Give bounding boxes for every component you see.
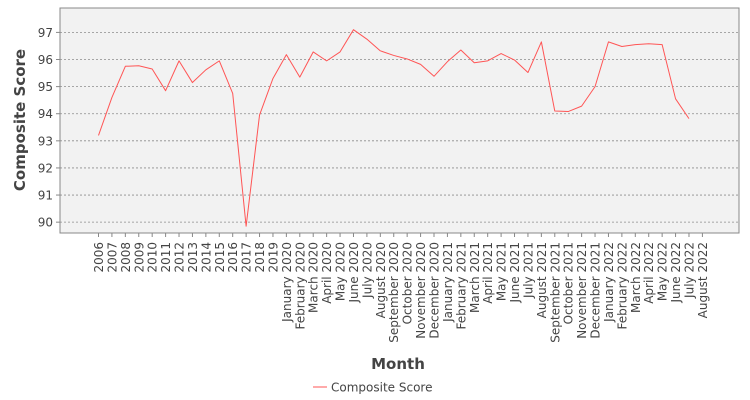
- series-line: [98, 29, 690, 227]
- y-axis-ticks: 90 91 92 93 94 95 96 97: [38, 26, 60, 230]
- x-tick-label: 2010: [146, 242, 160, 273]
- x-tick-label: 2015: [213, 242, 227, 273]
- x-tick-label: 2006: [92, 242, 106, 273]
- x-tick-label: 2014: [199, 242, 213, 273]
- x-tick-label: April 2021: [481, 242, 495, 304]
- y-tick-label: 97: [38, 26, 53, 40]
- x-tick-label: January 2021: [441, 242, 455, 323]
- x-tick-label: 2016: [226, 242, 240, 273]
- x-tick-label: September 2021: [548, 242, 562, 343]
- y-tick-label: 94: [38, 107, 53, 121]
- x-tick-label: 2011: [159, 242, 173, 273]
- y-tick-label: 95: [38, 80, 53, 94]
- x-tick-label: 2009: [132, 242, 146, 273]
- legend-label: Composite Score: [331, 381, 432, 395]
- x-tick-label: August 2020: [374, 242, 388, 318]
- x-tick-label: July 2022: [682, 242, 696, 299]
- legend: Composite Score: [313, 381, 432, 395]
- x-tick-label: 2018: [253, 242, 267, 273]
- x-tick-label: 2019: [266, 242, 280, 273]
- x-tick-label: March 2022: [629, 242, 643, 313]
- x-tick-label: 2012: [173, 242, 187, 273]
- plot-area: [59, 7, 740, 234]
- x-tick-label: June 2022: [669, 242, 683, 304]
- x-tick-label: 2008: [119, 242, 133, 273]
- x-tick-label: May 2021: [495, 242, 509, 301]
- x-tick-label: March 2021: [468, 242, 482, 313]
- x-tick-label: February 2022: [615, 242, 629, 330]
- x-tick-label: May 2020: [334, 242, 348, 301]
- x-tick-label: December 2021: [589, 242, 603, 339]
- x-tick-label: July 2021: [521, 242, 535, 299]
- y-tick-label: 92: [38, 161, 53, 175]
- x-tick-label: 2013: [186, 242, 200, 273]
- x-tick-label: February 2021: [454, 242, 468, 330]
- x-tick-label: December 2020: [428, 242, 442, 339]
- x-tick-label: 2017: [240, 242, 254, 273]
- x-tick-label: June 2020: [347, 242, 361, 304]
- x-tick-label: April 2022: [642, 242, 656, 304]
- x-tick-label: October 2021: [562, 242, 576, 324]
- x-tick-label: 2007: [105, 242, 119, 273]
- x-tick-label: September 2020: [387, 242, 401, 343]
- x-tick-label: August 2021: [535, 242, 549, 318]
- x-tick-label: July 2020: [360, 242, 374, 299]
- x-tick-label: January 2022: [602, 242, 616, 323]
- y-tick-label: 91: [38, 189, 53, 203]
- x-tick-label: February 2020: [293, 242, 307, 330]
- x-tick-label: November 2020: [414, 242, 428, 339]
- y-axis-title: Composite Score: [11, 49, 29, 191]
- x-axis-title: Month: [371, 355, 425, 373]
- x-tick-label: April 2020: [320, 242, 334, 304]
- x-tick-label: October 2020: [401, 242, 415, 324]
- x-tick-label: March 2020: [307, 242, 321, 313]
- y-tick-label: 90: [38, 216, 53, 230]
- x-tick-label: November 2021: [575, 242, 589, 339]
- x-axis-ticks: 2006 2007 2008 2009 2010 2011 2012 2013 2014 2015…: [92, 233, 710, 343]
- y-tick-label: 93: [38, 134, 53, 148]
- x-tick-label: August 2022: [696, 242, 710, 318]
- x-tick-label: May 2022: [656, 242, 670, 301]
- series-layer: [98, 29, 690, 227]
- x-tick-label: June 2021: [508, 242, 522, 304]
- y-tick-label: 96: [38, 53, 53, 67]
- x-tick-label: January 2020: [280, 242, 294, 323]
- gridlines: [60, 31, 739, 223]
